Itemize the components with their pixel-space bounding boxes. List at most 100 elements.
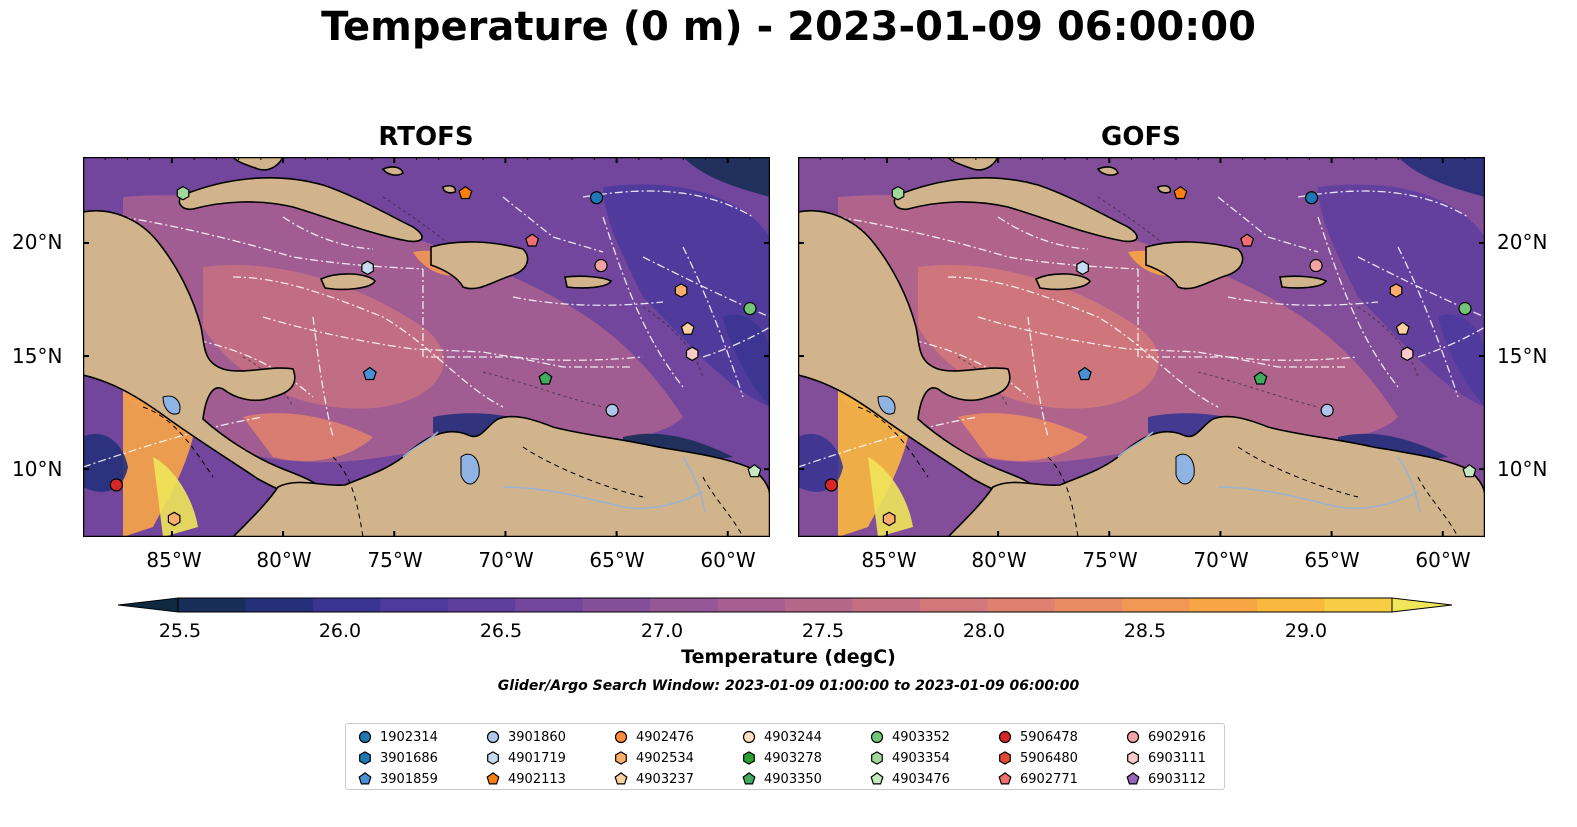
legend-marker[interactable] [486,772,500,785]
legend-item: 4901719 [486,748,566,768]
platform-marker[interactable] [891,185,905,201]
river [682,456,706,513]
platform-marker[interactable] [882,511,896,527]
legend-item: 6903112 [1126,769,1206,789]
eez-boundary [122,216,424,270]
platform-marker[interactable] [361,260,374,276]
legend-marker-icon [358,730,372,744]
legend-marker[interactable] [1126,772,1140,785]
platform-marker[interactable] [1395,321,1410,335]
lon-label: 85°W [146,548,202,572]
platform-marker[interactable] [824,478,838,492]
platform-marker[interactable] [589,191,604,205]
temperature-field [83,433,128,492]
eez-boundary [282,216,374,250]
legend-marker[interactable] [358,730,372,744]
platform-marker[interactable] [1458,301,1472,316]
platform-marker[interactable] [1309,258,1323,273]
map-frame [83,157,770,537]
legend-marker[interactable] [998,772,1012,785]
legend-marker[interactable] [487,751,499,765]
platform-marker[interactable] [594,258,608,273]
legend-label: 4901719 [508,750,566,766]
platform-marker[interactable] [1076,260,1089,276]
legend-marker[interactable] [870,730,884,744]
legend-marker[interactable] [614,772,628,785]
legend-label: 6903111 [1148,750,1206,766]
colorbar-segment [1054,598,1123,612]
river [502,486,704,510]
colorbar-segment [515,598,584,612]
legend-label: 4902534 [636,750,694,766]
platform-marker[interactable] [685,346,699,362]
legend-marker-icon [742,772,756,785]
legend-marker[interactable] [743,751,755,765]
map-panel-gofs[interactable] [798,157,1485,537]
legend-marker[interactable] [871,751,883,765]
legend-marker[interactable] [742,730,756,744]
legend-marker-icon [871,751,883,765]
legend-marker-icon [870,772,884,785]
platform-marker[interactable] [458,185,473,200]
legend-label: 3901686 [380,750,438,766]
platform-marker[interactable] [747,464,762,478]
land [1145,241,1244,290]
lat-label: 15°N [12,344,63,368]
platform-marker[interactable] [680,321,695,335]
legend-marker[interactable] [486,730,500,744]
platform-marker[interactable] [1173,185,1188,200]
eez-boundary [1027,316,1049,438]
platform-marker[interactable] [1462,464,1477,478]
temperature-field [603,184,770,407]
platform-marker[interactable] [674,283,688,298]
legend-marker-icon [614,772,628,785]
legend-marker[interactable] [999,751,1011,765]
colorbar-tick-label: 26.5 [479,620,523,642]
platform-marker[interactable] [538,371,553,385]
legend-label: 4903237 [636,771,694,787]
land [564,275,613,289]
legend-marker[interactable] [358,772,372,785]
legend-marker-icon [614,730,628,744]
legend-marker[interactable] [870,772,884,785]
legend-item: 4902534 [614,748,694,768]
legend-marker[interactable] [1127,751,1139,765]
platform-marker[interactable] [1320,403,1334,417]
platform-marker[interactable] [1077,366,1092,381]
legend-marker[interactable] [614,730,628,744]
legend-item: 4903352 [870,727,950,747]
temperature-field [1318,184,1485,407]
lake [162,395,181,415]
platform-marker[interactable] [167,511,181,527]
platform-marker[interactable] [1304,191,1319,205]
legend-label: 4903278 [764,750,822,766]
land [430,241,529,290]
colorbar-tick-label: 27.0 [640,620,684,642]
legend-label: 3901860 [508,729,566,745]
bathymetry-contour [482,371,604,408]
temperature-field [723,314,770,407]
map-panel-rtofs[interactable] [83,157,770,537]
legend-marker[interactable] [615,751,627,765]
legend-marker[interactable] [359,751,371,765]
land [1157,185,1172,194]
colorbar-extend-low [118,597,179,613]
colorbar-segment [852,598,921,612]
legend-label: 4903476 [892,771,950,787]
platform-marker[interactable] [109,478,123,492]
legend-marker[interactable] [742,772,756,785]
platform-marker[interactable] [743,301,757,316]
panel-title-rtofs: RTOFS [378,122,474,152]
platform-marker[interactable] [1389,283,1403,298]
legend-marker[interactable] [1126,730,1140,744]
legend-marker-icon [998,772,1012,785]
platform-marker[interactable] [1253,371,1268,385]
platform-marker[interactable] [525,233,540,247]
land [442,185,457,194]
platform-marker[interactable] [176,185,190,201]
legend-marker[interactable] [998,730,1012,744]
platform-marker[interactable] [605,403,619,417]
platform-marker[interactable] [1240,233,1255,247]
platform-marker[interactable] [362,366,377,381]
platform-marker[interactable] [1400,346,1414,362]
